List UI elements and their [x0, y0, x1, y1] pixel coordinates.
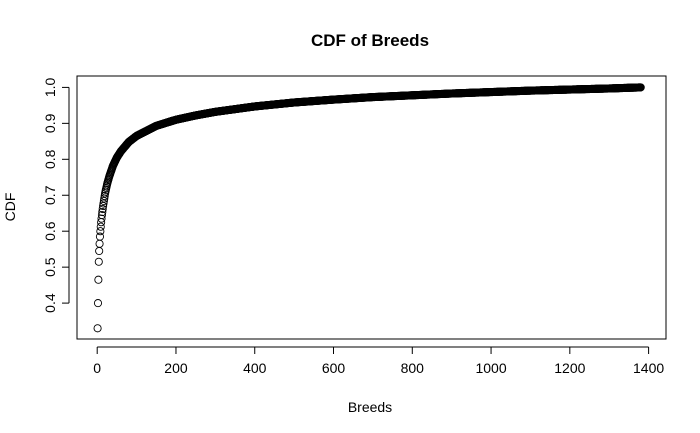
y-tick-label: 0.6: [42, 221, 58, 241]
data-points: [93, 83, 645, 333]
x-tick-label: 600: [322, 360, 346, 376]
data-point: [97, 214, 106, 223]
y-tick-label: 0.4: [42, 293, 58, 313]
data-point: [99, 196, 108, 206]
x-tick-label: 1400: [633, 360, 664, 376]
data-point: [95, 232, 105, 241]
data-point: [93, 324, 102, 333]
x-tick-label: 800: [401, 360, 425, 376]
data-point: [636, 83, 645, 92]
y-tick-label: 0.5: [42, 257, 58, 277]
x-axis-label: Breeds: [348, 399, 392, 415]
data-point: [98, 207, 107, 217]
data-point: [96, 222, 105, 231]
plot-frame: [76, 75, 667, 340]
data-point: [99, 199, 108, 208]
y-tick-label: 1.0: [42, 77, 58, 97]
x-tick-label: 1200: [554, 360, 585, 376]
x-tick-label: 0: [93, 360, 101, 376]
data-point: [93, 299, 103, 308]
x-tick-label: 1000: [475, 360, 506, 376]
data-point: [94, 257, 103, 266]
y-axis: 0.4 0.5 0.6 0.7 0.8 0.9 1.0: [42, 77, 70, 313]
y-tick-label: 0.7: [42, 185, 58, 205]
y-axis-label: CDF: [2, 193, 18, 222]
data-point: [96, 227, 105, 236]
y-tick-label: 0.9: [42, 113, 58, 133]
x-tick-label: 400: [243, 360, 267, 376]
y-tick-label: 0.8: [42, 149, 58, 169]
x-axis: 0 200 400 600 800 1000 1200 1400: [93, 346, 664, 376]
data-point: [98, 204, 107, 214]
data-point: [95, 239, 104, 248]
data-point: [95, 246, 104, 256]
data-point: [97, 210, 106, 220]
data-point: [99, 201, 108, 211]
data-point: [94, 275, 103, 284]
x-tick-label: 200: [164, 360, 188, 376]
chart-title: CDF of Breeds: [311, 31, 429, 50]
data-point: [100, 191, 109, 201]
